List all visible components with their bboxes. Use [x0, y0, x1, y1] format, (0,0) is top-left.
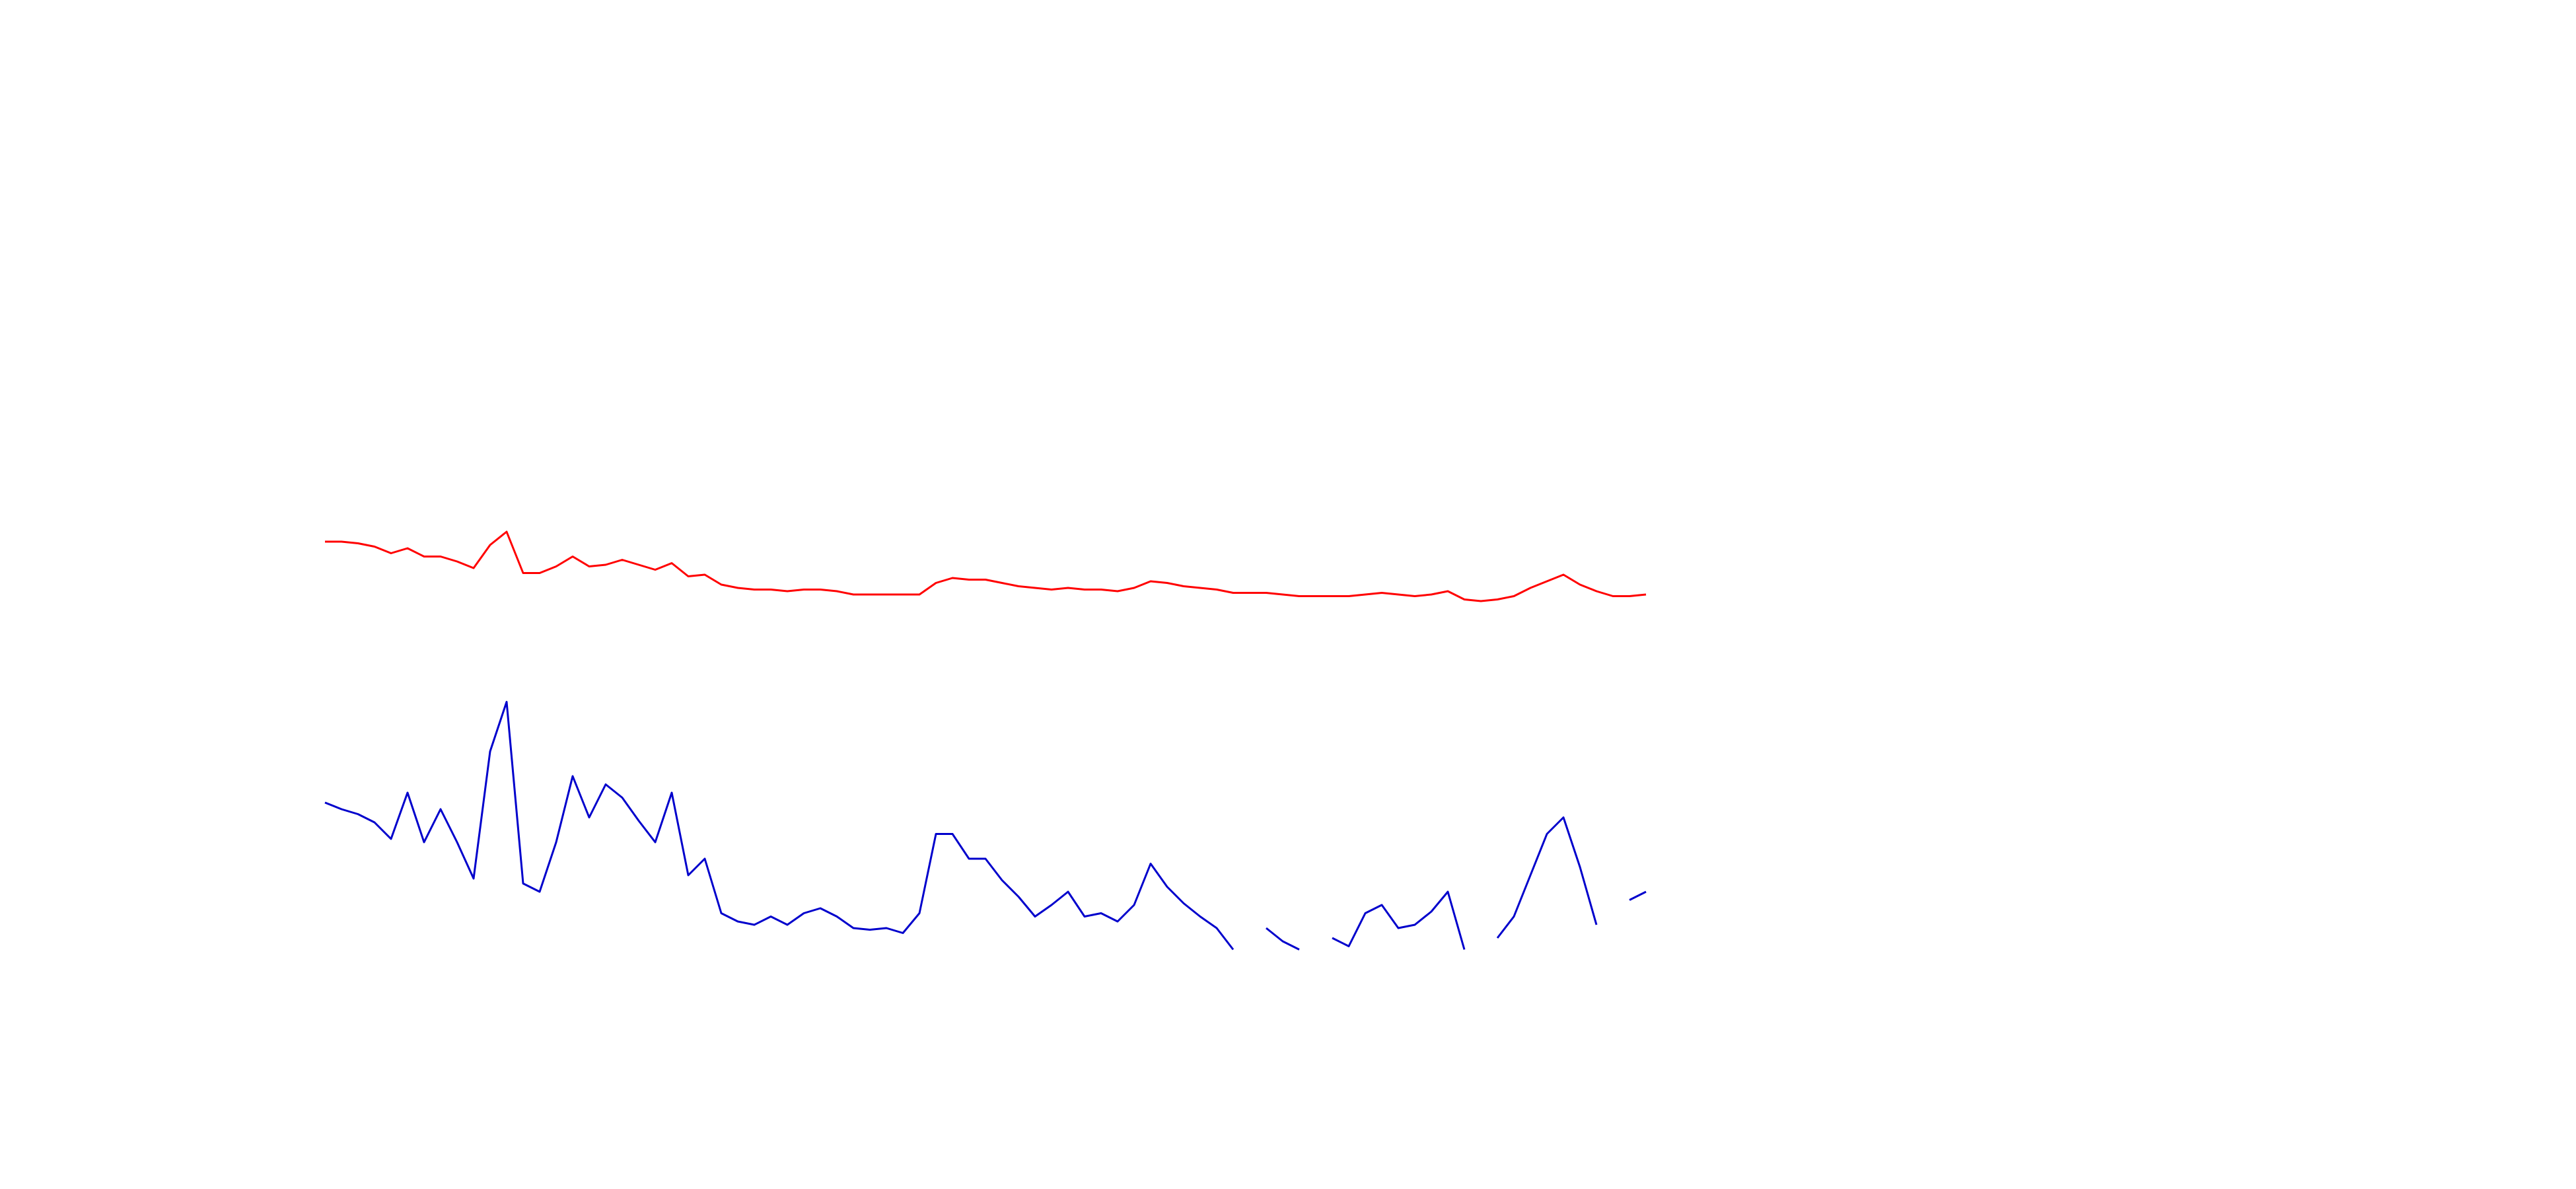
series-line [324, 701, 1647, 951]
series-line [325, 530, 1647, 602]
